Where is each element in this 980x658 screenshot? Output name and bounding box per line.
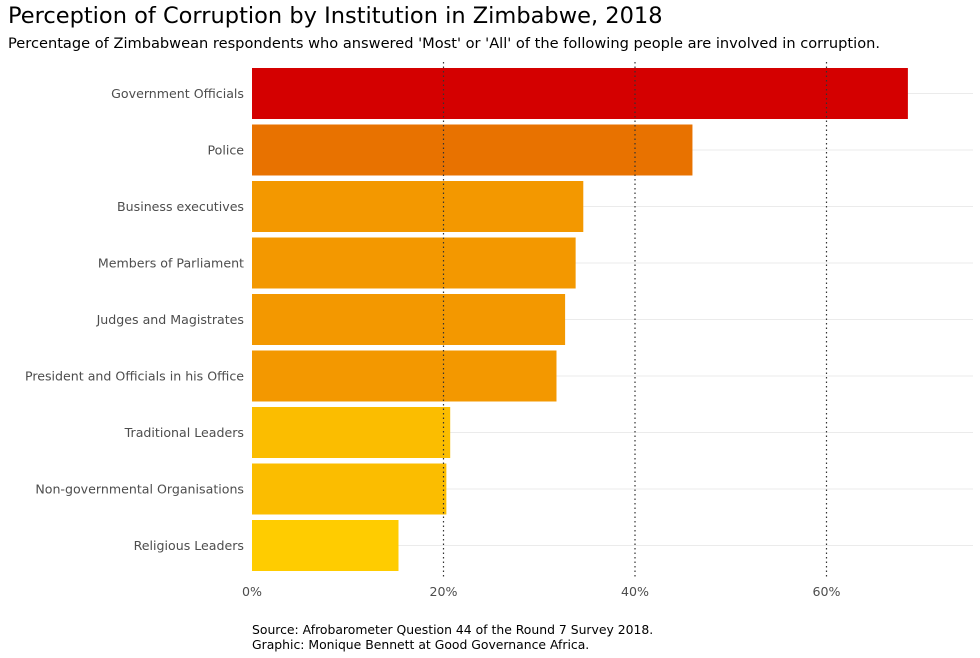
graphic-credit-line: Graphic: Monique Bennett at Good Governa… [252,637,590,652]
y-tick-label: Business executives [117,199,244,214]
y-tick-label: Judges and Magistrates [96,312,244,327]
x-tick-label: 40% [621,584,649,599]
y-tick-label: Traditional Leaders [124,425,244,440]
bar [252,237,576,289]
y-tick-label: Members of Parliament [98,256,244,271]
x-tick-label: 0% [242,584,262,599]
y-tick-label: Government Officials [111,86,244,101]
bar [252,520,399,571]
chart-title: Perception of Corruption by Institution … [8,3,663,29]
bar [252,350,557,402]
y-tick-label: Religious Leaders [134,538,244,553]
bar-chart: Government Officials Police Business execu… [25,62,973,599]
chart-subtitle: Percentage of Zimbabwean respondents who… [8,35,881,52]
y-tick-label: Non-governmental Organisations [35,482,244,497]
y-tick-label: Police [207,143,244,158]
x-tick-label: 60% [813,584,841,599]
bar [252,407,451,458]
source-line: Source: Afrobarometer Question 44 of the… [252,622,654,637]
y-tick-label: President and Officials in his Office [25,369,244,384]
bar [252,68,908,119]
bar [252,463,447,515]
source-note: Source: Afrobarometer Question 44 of the… [252,622,653,652]
bar [252,124,693,176]
bar [252,181,584,232]
x-tick-label: 20% [430,584,458,599]
bar [252,294,566,345]
